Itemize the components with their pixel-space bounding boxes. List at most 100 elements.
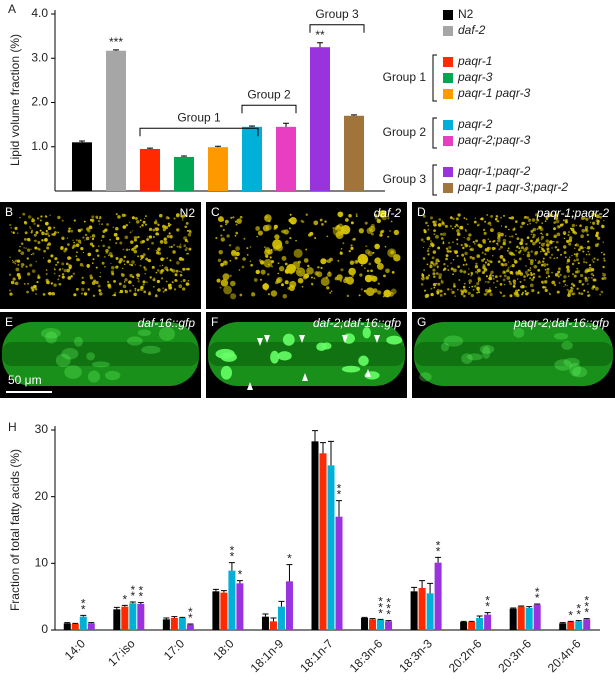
lipid-droplet	[132, 284, 135, 287]
lipid-droplet	[184, 225, 187, 229]
lipid-droplet	[526, 275, 529, 277]
lipid-droplet	[551, 247, 553, 249]
nucleus	[158, 327, 176, 341]
lipid-droplet	[433, 233, 436, 236]
lipid-droplet	[569, 256, 571, 258]
legend-swatch	[443, 10, 453, 20]
lipid-droplet	[428, 274, 430, 277]
lipid-droplet	[259, 260, 265, 265]
lipid-droplet	[220, 279, 229, 287]
lipid-droplet	[476, 282, 480, 286]
lipid-droplet	[596, 242, 600, 246]
lipid-droplet	[563, 251, 567, 255]
lipid-droplet	[544, 280, 548, 284]
lipid-droplet	[180, 271, 183, 273]
lipid-droplet	[109, 238, 111, 241]
x-tick-label: 17:0	[161, 636, 188, 663]
lipid-droplet	[585, 217, 589, 221]
lipid-droplet	[171, 281, 174, 284]
lipid-droplet	[469, 255, 473, 259]
lipid-droplet	[9, 289, 11, 292]
lipid-droplet	[57, 231, 60, 234]
lipid-droplet	[387, 235, 390, 238]
lipid-droplet	[587, 283, 589, 285]
lipid-droplet	[509, 235, 511, 238]
lipid-droplet	[454, 295, 456, 297]
lipid-droplet	[570, 286, 573, 289]
lipid-droplet	[534, 259, 537, 261]
lipid-droplet	[557, 275, 560, 278]
lipid-droplet	[497, 235, 501, 240]
lipid-droplet	[14, 281, 19, 286]
lipid-droplet	[464, 229, 467, 232]
lipid-droplet	[452, 217, 455, 221]
lipid-droplet	[579, 224, 582, 228]
lipid-droplet	[222, 219, 225, 222]
lipid-droplet	[603, 276, 607, 280]
lipid-droplet	[175, 269, 179, 273]
lipid-droplet	[515, 249, 518, 252]
error-bar	[129, 601, 136, 604]
lipid-droplet	[142, 283, 145, 286]
lipid-droplet	[230, 293, 237, 300]
arrowhead	[247, 382, 253, 390]
lipid-droplet	[157, 269, 160, 272]
lipid-droplet	[61, 275, 65, 279]
lipid-droplet	[34, 246, 38, 250]
lipid-droplet	[47, 242, 51, 246]
lipid-droplet	[502, 241, 506, 246]
lipid-droplet	[255, 226, 260, 231]
lipid-droplet	[20, 242, 24, 245]
lipid-droplet	[562, 219, 565, 222]
lipid-droplet	[85, 236, 90, 241]
lipid-droplet	[515, 291, 519, 296]
lipid-droplet	[545, 239, 549, 243]
bar	[310, 47, 330, 191]
lipid-droplet	[124, 290, 128, 294]
lipid-droplet	[320, 266, 323, 270]
legend-label: paqr-3	[457, 70, 493, 84]
lipid-droplet	[452, 268, 457, 273]
lipid-droplet	[314, 237, 317, 240]
lipid-droplet	[472, 288, 475, 291]
lipid-droplet	[497, 260, 501, 263]
worm-gut	[414, 342, 613, 366]
lipid-droplet	[449, 250, 452, 253]
lipid-droplet	[115, 236, 120, 241]
lipid-droplet	[499, 245, 503, 249]
lipid-droplet	[423, 230, 427, 234]
lipid-droplet	[305, 213, 308, 216]
lipid-droplet	[14, 259, 18, 263]
lipid-droplet	[175, 213, 180, 218]
lipid-droplet	[557, 271, 559, 274]
lipid-droplet	[533, 264, 538, 269]
lipid-droplet	[44, 237, 48, 242]
lipid-droplet	[498, 248, 501, 251]
lipid-droplet	[491, 246, 496, 251]
lipid-droplet	[219, 286, 222, 289]
lipid-droplet	[452, 227, 454, 230]
panel-label: paqr-1;paqr-2	[536, 206, 610, 220]
nucleus	[358, 355, 369, 367]
lipid-droplet	[271, 265, 274, 268]
lipid-droplet	[540, 242, 545, 247]
lipid-droplet	[544, 265, 546, 268]
lipid-droplet	[370, 232, 374, 236]
nucleus	[55, 353, 71, 368]
lipid-droplet	[529, 269, 531, 271]
lipid-droplet	[545, 270, 550, 275]
lipid-droplet	[476, 268, 481, 273]
lipid-droplet	[421, 273, 425, 277]
lipid-droplet	[45, 269, 48, 271]
arrowhead	[257, 338, 263, 346]
lipid-droplet	[355, 215, 358, 217]
lipid-droplet	[463, 288, 467, 292]
lipid-droplet	[107, 246, 111, 249]
lipid-droplet	[435, 258, 440, 263]
error-bar	[88, 622, 95, 624]
error-bar	[181, 155, 187, 157]
lipid-droplet	[61, 268, 64, 270]
lipid-droplet	[587, 250, 590, 253]
lipid-droplet	[597, 236, 601, 240]
